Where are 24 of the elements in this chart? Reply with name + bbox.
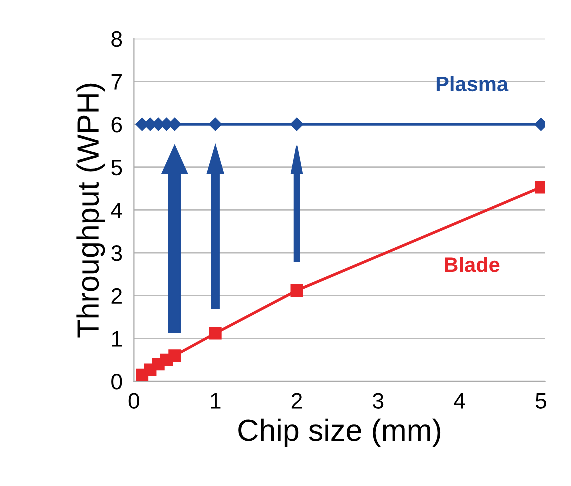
- y-tick-label: 0: [112, 374, 122, 390]
- series-label: Plasma: [436, 76, 509, 92]
- x-tick-label: 1: [211, 393, 221, 409]
- point: [168, 350, 182, 362]
- y-tick-label: 5: [112, 160, 122, 176]
- x-tick-label: 3: [373, 393, 384, 409]
- point: [209, 118, 222, 132]
- y-tick-label: 4: [111, 202, 122, 218]
- y-tick-label: 6: [112, 117, 122, 133]
- x-tick-label: 5: [536, 393, 546, 409]
- x-tick-label: 4: [454, 393, 466, 409]
- point: [290, 118, 304, 132]
- x-axis-title: Chip size (mm): [238, 418, 441, 448]
- series-label: Blade: [445, 257, 500, 272]
- y-tick-label: 7: [112, 74, 122, 90]
- y-axis-title: Throughput (WPH): [76, 84, 106, 338]
- x-tick-label: 2: [292, 393, 302, 409]
- point: [290, 284, 304, 297]
- y-tick-label: 3: [112, 246, 122, 262]
- y-tick-label: 2: [112, 288, 122, 304]
- x-tick-label: 0: [128, 393, 140, 409]
- y-tick-label: 8: [112, 31, 122, 48]
- point: [209, 327, 222, 340]
- y-tick-label: 1: [112, 331, 122, 347]
